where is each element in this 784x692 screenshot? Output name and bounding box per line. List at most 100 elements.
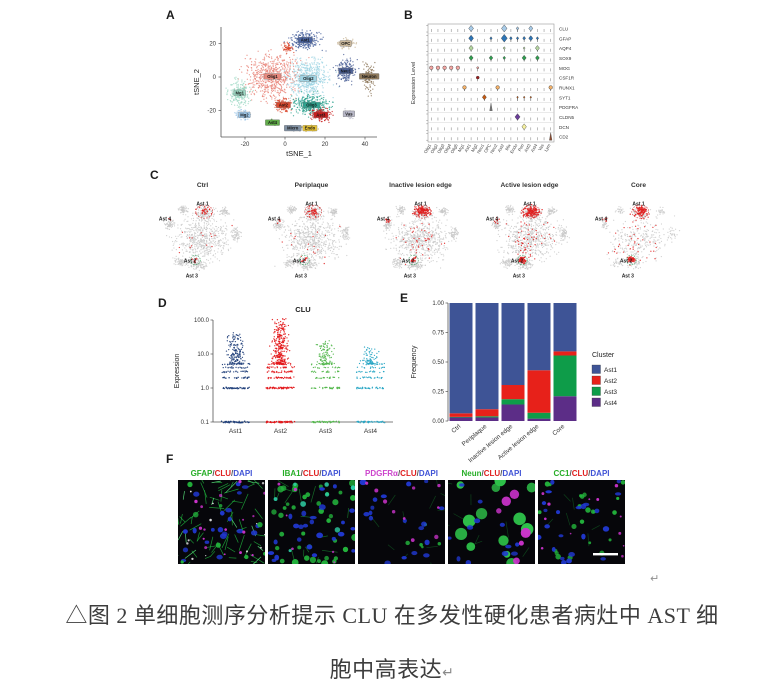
svg-text:SYT1: SYT1 (559, 95, 571, 100)
svg-text:CD2: CD2 (559, 135, 569, 140)
svg-text:40: 40 (362, 142, 369, 148)
svg-text:Micro: Micro (287, 126, 299, 131)
return-mark: ↵ (650, 572, 660, 585)
svg-text:Neu1: Neu1 (341, 68, 352, 73)
svg-text:Vas: Vas (345, 111, 353, 116)
svg-text:Mg1: Mg1 (236, 90, 245, 95)
caption-text: 胞中高表达 (329, 657, 443, 682)
svg-text:CLU: CLU (559, 26, 568, 31)
tsne-overview-plot: -20 0 20 40 -20 0 20 tSNE_1 tSNE_2 Olig1 Olig2 Olig… (192, 27, 380, 158)
svg-text:Ast3: Ast3 (316, 112, 326, 117)
figure-caption-line1: △图 2 单细胞测序分析提示 CLU 在多发性硬化患者病灶中 AST 细 (0, 598, 784, 630)
return-mark: ↵ (442, 665, 455, 681)
slash: / (569, 469, 572, 478)
svg-text:Ast1: Ast1 (301, 38, 311, 43)
svg-text:Ctrl: Ctrl (197, 182, 209, 189)
svg-text:Neu2: Neu2 (489, 142, 499, 154)
svg-text:20: 20 (322, 142, 329, 148)
svg-text:20: 20 (209, 42, 216, 48)
svg-text:Ast4: Ast4 (268, 120, 278, 125)
svg-text:Ast 2: Ast 2 (184, 259, 196, 265)
slash: / (588, 469, 591, 478)
svg-text:Mg2: Mg2 (240, 112, 249, 117)
slash: / (231, 469, 234, 478)
svg-text:Olig3: Olig3 (306, 103, 317, 108)
panel-a-letter: A (166, 8, 175, 22)
slash: / (481, 469, 484, 478)
stain-name: DAPI (321, 469, 341, 478)
svg-text:CLDN5: CLDN5 (559, 115, 575, 120)
panel-b-letter: B (404, 8, 413, 22)
if-image-neun: Neun/CLU/DAPI (448, 468, 535, 564)
svg-text:Ast4: Ast4 (530, 142, 539, 152)
svg-text:Olig5: Olig5 (449, 142, 459, 154)
svg-text:Mix: Mix (504, 142, 512, 151)
svg-text:SOX9: SOX9 (559, 56, 572, 61)
stain-name: DAPI (590, 469, 610, 478)
svg-text:0: 0 (213, 75, 217, 81)
svg-text:Peri: Peri (517, 143, 525, 152)
stain-name: DAPI (418, 469, 438, 478)
stain-name: CLU (571, 469, 589, 478)
svg-text:-20: -20 (241, 142, 250, 148)
stain-label: Neun/CLU/DAPI (448, 468, 535, 480)
if-image-iba1: IBA1/CLU/DAPI (268, 468, 355, 564)
if-image-cc1: CC1/CLU/DAPI (538, 468, 625, 564)
svg-text:Olig1: Olig1 (423, 142, 433, 154)
svg-text:Olig2: Olig2 (429, 142, 439, 154)
stain-name: GFAP (190, 469, 213, 478)
if-image-pdgfra: PDGFRα/CLU/DAPI (358, 468, 445, 564)
svg-text:PDGFRA: PDGFRA (559, 105, 579, 110)
slash: / (212, 469, 215, 478)
svg-text:Olig2: Olig2 (303, 76, 314, 81)
svg-text:tSNE_1: tSNE_1 (286, 149, 312, 158)
stain-name: Neun (461, 469, 482, 478)
panel-d-letter: D (158, 296, 167, 310)
microscopy-image (178, 480, 265, 564)
svg-text:Mg1: Mg1 (457, 142, 466, 152)
svg-text:Ast 4: Ast 4 (159, 216, 171, 222)
svg-text:AQP4: AQP4 (559, 46, 572, 51)
svg-text:GFAP: GFAP (559, 36, 571, 41)
if-image-gfap: GFAP/CLU/DAPI (178, 468, 265, 564)
svg-text:Olig4: Olig4 (443, 142, 453, 154)
svg-text:Ast2: Ast2 (279, 103, 289, 108)
stain-name: CLU (483, 469, 501, 478)
stain-name: IBA1 (282, 469, 301, 478)
microscopy-image (538, 480, 625, 564)
stain-label: PDGFRα/CLU/DAPI (358, 468, 445, 480)
stain-name: PDGFRα (365, 469, 398, 478)
microscopy-image (448, 480, 535, 564)
stain-name: DAPI (502, 469, 522, 478)
svg-text:Ast 1: Ast 1 (196, 201, 208, 207)
panel-e-letter: E (400, 291, 409, 305)
panel-f-letter: F (166, 452, 174, 466)
slash: / (500, 469, 503, 478)
svg-text:-20: -20 (207, 108, 216, 114)
svg-text:Neuron: Neuron (362, 74, 377, 79)
slash: / (397, 469, 401, 478)
stain-name: CC1 (553, 469, 570, 478)
svg-text:CSF1R: CSF1R (559, 76, 575, 81)
svg-text:Ast3: Ast3 (523, 142, 532, 152)
slash: / (300, 469, 303, 478)
svg-text:RUNX1: RUNX1 (559, 85, 575, 90)
svg-text:Ast2: Ast2 (496, 142, 505, 152)
stain-label: GFAP/CLU/DAPI (178, 468, 265, 480)
panel-c-letter: C (150, 168, 159, 182)
svg-text:Expression Level: Expression Level (411, 62, 417, 105)
frequency-bar-chart: 0.000.250.500.751.00FrequencyCtrlPeripla… (411, 301, 617, 464)
svg-text:OPC: OPC (483, 143, 492, 154)
svg-text:Vas: Vas (537, 143, 545, 152)
microscopy-image (268, 480, 355, 564)
microscopy-image (358, 480, 445, 564)
svg-text:Olig3: Olig3 (436, 142, 446, 154)
svg-text:Olig1: Olig1 (267, 74, 278, 79)
svg-text:DCN: DCN (559, 125, 569, 130)
svg-text:Mg2: Mg2 (470, 142, 479, 152)
marker-violin-plot: CLU GFAP AQP4 SOX9 MOG CSF1R RUNX1 SYT1 PDGFRA CL… (411, 23, 579, 154)
svg-text:Neu1: Neu1 (476, 142, 486, 154)
